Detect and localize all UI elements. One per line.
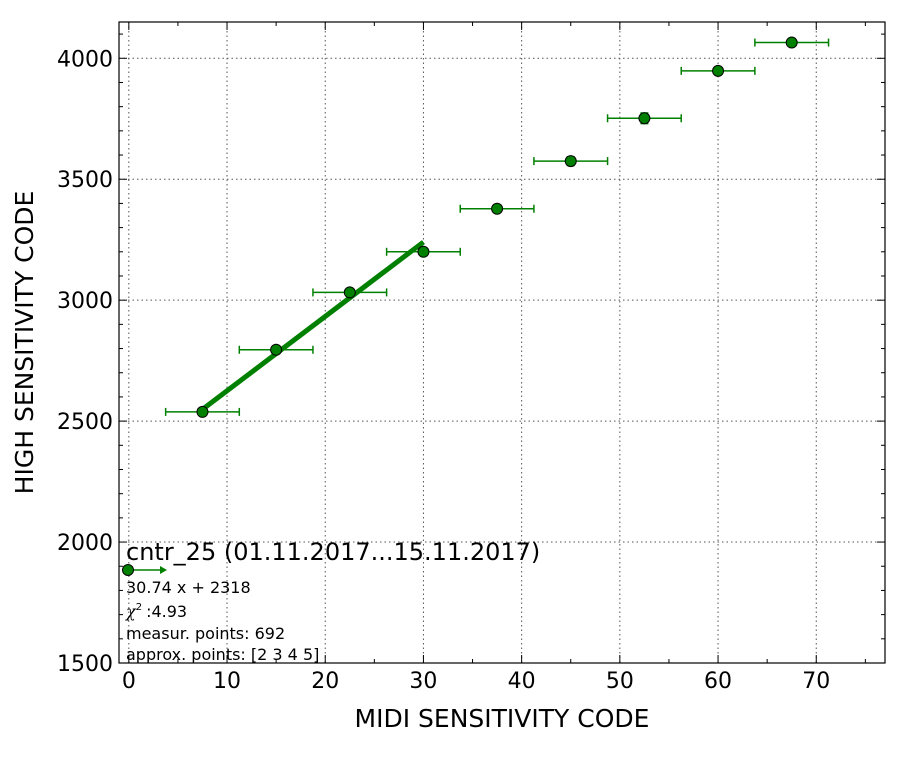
measurement-points: measur. points: 692 xyxy=(126,624,285,643)
data-point xyxy=(606,112,682,125)
legend-marker xyxy=(122,564,167,576)
grid xyxy=(119,22,885,663)
approximation-points: approx. points: [2 3 4 5] xyxy=(126,645,319,664)
fit-line-group xyxy=(200,240,425,412)
fit-annotation: cntr_25 (01.11.2017...15.11.2017) 30.74 … xyxy=(122,538,540,664)
y-axis-label: HIGH SENSITIVITY CODE xyxy=(10,191,39,495)
x-axis-label: MIDI SENSITIVITY CODE xyxy=(355,704,650,733)
data-point xyxy=(680,64,756,77)
x-tick-label: 20 xyxy=(311,669,339,694)
x-tick-label: 70 xyxy=(802,669,830,694)
data-marker xyxy=(785,36,798,49)
legend-arrowhead xyxy=(160,566,167,574)
chi-square-value: χ2 :4.93 xyxy=(125,602,187,621)
y-tick-label: 3500 xyxy=(57,168,113,193)
y-tick-labels: 1500 2000 2500 3000 3500 4000 xyxy=(57,47,113,677)
plot-area-frame xyxy=(118,21,886,664)
data-marker xyxy=(712,64,725,77)
data-point xyxy=(754,36,830,49)
x-tick-label: 40 xyxy=(508,669,536,694)
data-points xyxy=(164,36,830,418)
data-marker xyxy=(343,286,356,299)
chi-value: :4.93 xyxy=(146,602,187,621)
data-point xyxy=(312,286,388,299)
data-marker xyxy=(270,343,283,356)
x-tick-labels: 0 10 20 30 40 50 60 70 xyxy=(122,669,830,694)
data-point xyxy=(164,405,241,418)
data-point xyxy=(459,202,535,215)
data-marker xyxy=(564,155,577,168)
chi-symbol: χ xyxy=(125,602,137,621)
data-point xyxy=(533,155,609,168)
y-tick-label: 1500 xyxy=(57,652,113,677)
data-marker xyxy=(638,112,651,125)
y-tick-label: 3000 xyxy=(57,289,113,314)
x-tick-label: 50 xyxy=(606,669,634,694)
data-point xyxy=(238,343,314,356)
x-tick-label: 60 xyxy=(704,669,732,694)
chi-exponent: 2 xyxy=(136,602,142,613)
data-point xyxy=(385,245,462,258)
data-marker xyxy=(196,405,209,418)
x-tick-label: 10 xyxy=(213,669,241,694)
data-marker xyxy=(491,202,504,215)
data-marker xyxy=(417,245,430,258)
x-tick-label: 0 xyxy=(122,669,136,694)
legend-marker-dot xyxy=(122,564,134,576)
annotation-title: cntr_25 (01.11.2017...15.11.2017) xyxy=(126,538,540,566)
axis-ticks xyxy=(119,22,885,664)
y-tick-label: 2000 xyxy=(57,531,113,556)
y-tick-label: 4000 xyxy=(57,47,113,72)
y-tick-label: 2500 xyxy=(57,410,113,435)
fit-equation: 30.74 x + 2318 xyxy=(126,578,251,597)
x-tick-label: 30 xyxy=(409,669,437,694)
fit-line xyxy=(200,240,425,412)
